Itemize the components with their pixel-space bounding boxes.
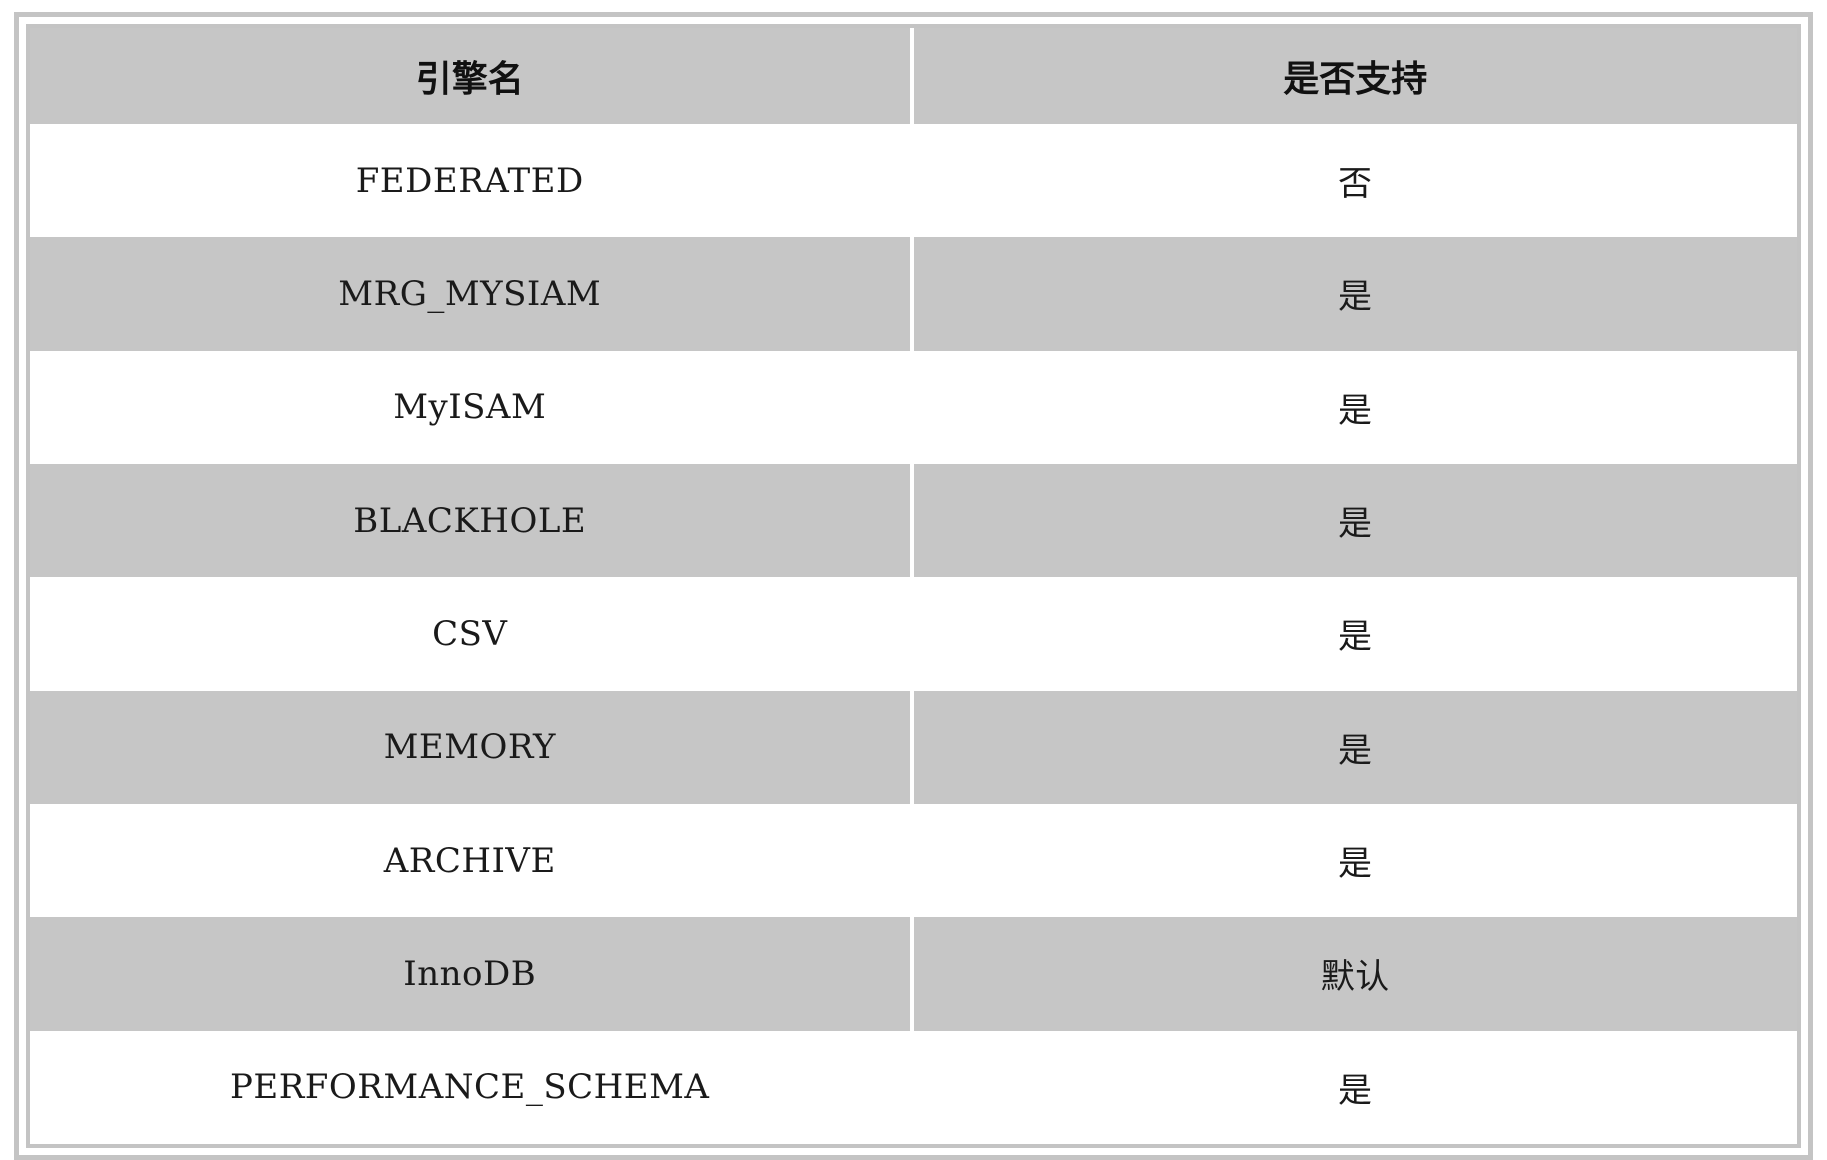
table-row: PERFORMANCE_SCHEMA 是: [30, 1030, 1797, 1144]
header-supported: 是否支持: [913, 28, 1797, 124]
support-cell: 是: [913, 1030, 1797, 1144]
support-cell: 是: [913, 803, 1797, 918]
table-frame: 引擎名 是否支持 FEDERATED 否 MRG_MYSIAM 是 MyISAM…: [14, 12, 1813, 1160]
table-row: BLACKHOLE 是: [30, 463, 1797, 578]
engine-name-cell: FEDERATED: [30, 124, 914, 238]
table-row: MRG_MYSIAM 是: [30, 237, 1797, 351]
header-engine-name: 引擎名: [30, 28, 914, 124]
engine-name-cell: BLACKHOLE: [30, 463, 914, 578]
table-row: ARCHIVE 是: [30, 803, 1797, 918]
support-cell: 是: [913, 463, 1797, 578]
support-cell: 否: [913, 124, 1797, 238]
engine-support-table: 引擎名 是否支持 FEDERATED 否 MRG_MYSIAM 是 MyISAM…: [26, 24, 1801, 1148]
support-cell: 是: [913, 577, 1797, 691]
support-cell: 是: [913, 690, 1797, 804]
engine-name-cell: InnoDB: [30, 917, 914, 1031]
table-header-row: 引擎名 是否支持: [30, 28, 1797, 124]
table-row: InnoDB 默认: [30, 917, 1797, 1031]
engine-name-cell: ARCHIVE: [30, 803, 914, 918]
engine-name-cell: MEMORY: [30, 690, 914, 804]
table-row: MEMORY 是: [30, 690, 1797, 804]
table-row: FEDERATED 否: [30, 124, 1797, 238]
engine-name-cell: MRG_MYSIAM: [30, 237, 914, 351]
engine-name-cell: CSV: [30, 577, 914, 691]
engine-name-cell: PERFORMANCE_SCHEMA: [30, 1030, 914, 1144]
support-cell: 是: [913, 237, 1797, 351]
support-cell: 默认: [913, 917, 1797, 1031]
support-cell: 是: [913, 350, 1797, 464]
table-row: CSV 是: [30, 577, 1797, 691]
engine-name-cell: MyISAM: [30, 350, 914, 464]
table-row: MyISAM 是: [30, 350, 1797, 464]
